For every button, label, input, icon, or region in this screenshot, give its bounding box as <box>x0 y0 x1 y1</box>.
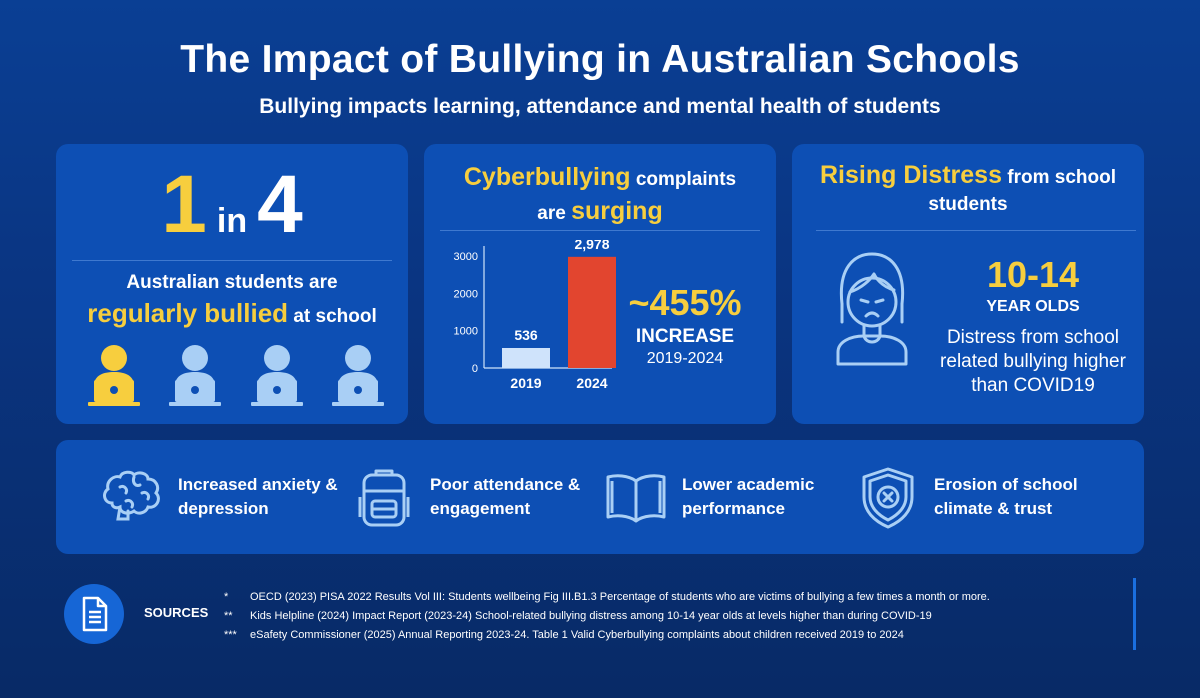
girl-face-icon <box>836 252 908 366</box>
book-icon <box>606 474 666 523</box>
increase-callout: ~455% INCREASE 2019-2024 <box>620 282 750 368</box>
bar-2024 <box>568 256 616 368</box>
bar-value-label: 536 <box>514 327 538 343</box>
y-tick-label: 3000 <box>454 251 478 263</box>
impact-academic: Lower academic performance <box>602 464 842 530</box>
sources-divider-bar <box>1133 578 1136 650</box>
impact-anxiety: Increased anxiety & depression <box>98 464 338 530</box>
stat-numerator: 1 <box>161 159 207 250</box>
sources-label: SOURCES <box>144 605 209 620</box>
source-mark: ** <box>224 610 233 622</box>
impacts-panel: Increased anxiety & depression Poor atte… <box>56 440 1144 554</box>
impact-academic-label: Lower academic performance <box>682 475 815 518</box>
distress-heading: Rising Distress from school students <box>792 162 1144 218</box>
page-subtitle: Bullying impacts learning, attendance an… <box>259 95 941 118</box>
bar-value-label: 2,978 <box>574 240 609 252</box>
distress-head-text1: from school <box>1002 167 1117 188</box>
bullied-description: Australian students are regularly bullie… <box>56 272 408 329</box>
cyberbullying-card: Cyberbullying complaints are surging 0 10… <box>424 144 776 424</box>
source-item: ** Kids Helpline (2024) Impact Report (20… <box>224 607 990 626</box>
increase-label: INCREASE <box>635 326 735 347</box>
y-tick-label: 0 <box>472 363 478 375</box>
source-text: eSafety Commissioner (2025) Annual Repor… <box>250 629 904 641</box>
y-tick-label: 2000 <box>454 288 478 300</box>
brain-icon <box>103 470 160 521</box>
source-mark: *** <box>224 629 237 641</box>
increase-percent: ~455% <box>628 282 742 323</box>
impact-attendance-label: Poor attendance & engagement <box>430 475 581 518</box>
cyberbullying-heading: Cyberbullying complaints are surging <box>424 162 776 230</box>
distress-card: Rising Distress from school students 10-… <box>792 144 1144 424</box>
students-row <box>86 342 386 408</box>
bullied-line1: Australian students are <box>126 272 338 293</box>
x-tick-label: 2019 <box>510 375 541 391</box>
bullied-line2-rest: at school <box>288 306 377 327</box>
cyber-head-highlight2: surging <box>571 197 663 225</box>
shield-x-icon <box>862 467 914 529</box>
card2-divider <box>440 230 760 231</box>
bullied-highlight: regularly bullied <box>87 298 289 328</box>
stat-denominator: 4 <box>257 159 303 250</box>
bar-2019 <box>502 347 550 368</box>
one-in-four-stat: 1 in 4 <box>56 158 408 252</box>
document-icon <box>82 596 108 632</box>
sources-badge <box>64 584 124 644</box>
source-mark: * <box>224 591 229 603</box>
cyber-head-text2: are <box>537 203 572 224</box>
impact-climate-label: Erosion of school climate & trust <box>934 475 1078 518</box>
bullied-stat-card: 1 in 4 Australian students are regularly b… <box>56 144 408 424</box>
stat-in: in <box>216 202 248 240</box>
sources-list: * OECD (2023) PISA 2022 Results Vol III: … <box>224 588 990 645</box>
backpack-icon <box>358 469 410 527</box>
cyber-head-highlight1: Cyberbullying <box>463 163 631 191</box>
card1-divider <box>72 260 392 261</box>
cyber-head-text1: complaints <box>630 169 737 190</box>
source-text: OECD (2023) PISA 2022 Results Vol III: S… <box>250 591 990 603</box>
impact-climate: Erosion of school climate & trust <box>854 464 1094 530</box>
student-laptop-icon <box>167 342 223 408</box>
age-range: 10-14 <box>986 254 1080 295</box>
distress-head-text2: students <box>928 194 1008 215</box>
distress-description: Distress from school related bullying hi… <box>940 327 1126 396</box>
impact-attendance: Poor attendance & engagement <box>350 464 590 530</box>
card3-divider <box>816 230 1136 231</box>
source-item: * OECD (2023) PISA 2022 Results Vol III: … <box>224 588 990 607</box>
x-tick-label: 2024 <box>576 375 607 391</box>
y-tick-label: 1000 <box>454 326 478 338</box>
student-laptop-icon-highlighted <box>86 342 142 408</box>
student-laptop-icon <box>330 342 386 408</box>
source-text: Kids Helpline (2024) Impact Report (2023… <box>250 610 932 622</box>
student-laptop-icon <box>249 342 305 408</box>
page-title: The Impact of Bullying in Australian Sch… <box>180 38 1020 81</box>
complaints-bar-chart: 0 1000 2000 3000 536 2019 2,978 2024 <box>454 240 616 391</box>
age-label: YEAR OLDS <box>986 298 1080 315</box>
distress-head-highlight: Rising Distress <box>819 161 1002 189</box>
impact-anxiety-label: Increased anxiety & depression <box>178 475 338 518</box>
increase-range: 2019-2024 <box>646 350 724 367</box>
source-item: *** eSafety Commissioner (2025) Annual Re… <box>224 626 990 645</box>
distress-stats: 10-14 YEAR OLDS Distress from school rel… <box>928 254 1138 398</box>
